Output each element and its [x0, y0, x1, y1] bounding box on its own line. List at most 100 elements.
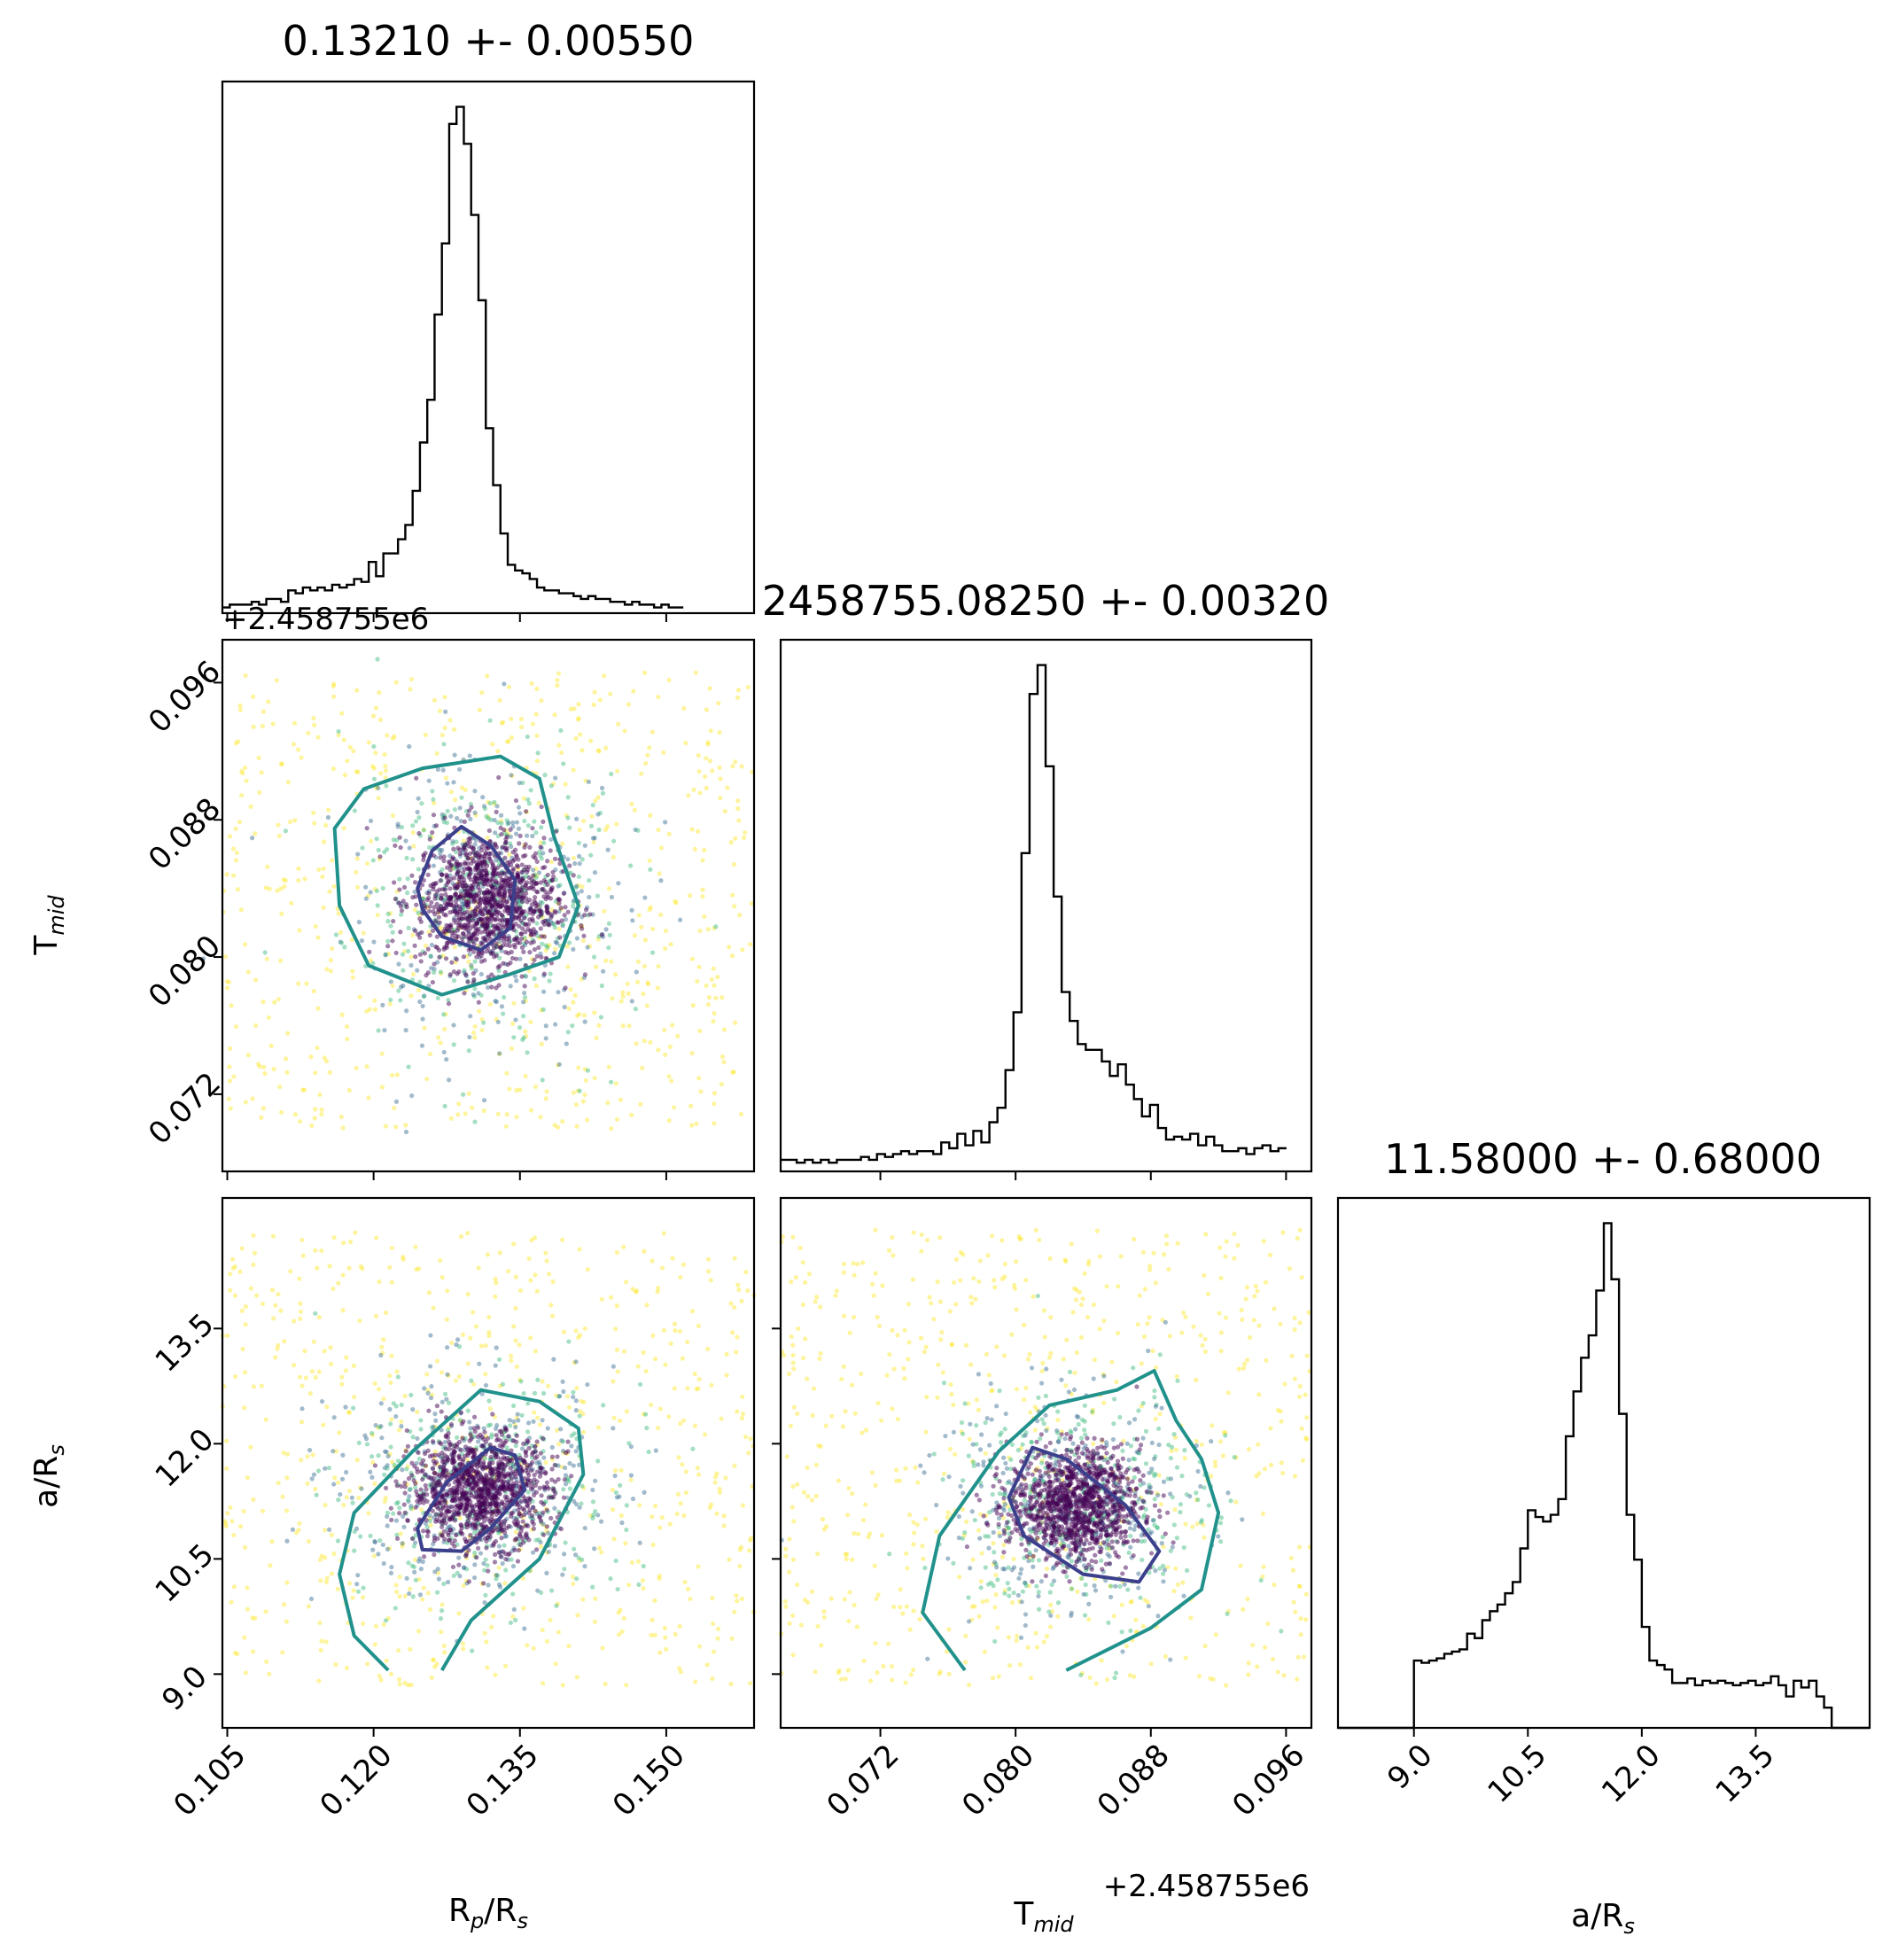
point	[432, 961, 437, 967]
point	[555, 1124, 561, 1130]
point	[532, 957, 537, 962]
point	[522, 984, 527, 989]
point	[335, 1480, 341, 1485]
point	[352, 1395, 357, 1400]
point	[393, 1583, 399, 1588]
point	[508, 984, 513, 989]
point	[385, 733, 390, 738]
point	[541, 840, 547, 845]
point	[328, 958, 333, 963]
point	[340, 1125, 346, 1131]
point	[439, 1602, 445, 1607]
point	[573, 1359, 579, 1365]
point	[532, 1410, 537, 1415]
point	[520, 1037, 525, 1042]
point	[520, 853, 526, 859]
point	[456, 1374, 462, 1380]
point	[430, 1466, 436, 1471]
point	[467, 1481, 472, 1487]
point	[609, 771, 614, 777]
point	[300, 1087, 306, 1093]
point	[533, 830, 539, 836]
point	[562, 1552, 567, 1557]
point	[432, 1552, 437, 1558]
point	[451, 846, 456, 852]
point	[533, 1084, 539, 1090]
point	[437, 954, 442, 960]
point	[228, 1106, 233, 1111]
point	[456, 1344, 463, 1349]
point	[694, 1121, 699, 1126]
point	[608, 1079, 614, 1085]
point	[617, 1494, 622, 1499]
point	[404, 1427, 409, 1434]
point	[230, 846, 237, 852]
point	[254, 1293, 260, 1298]
point	[595, 893, 601, 898]
point	[523, 974, 529, 979]
point	[579, 1501, 584, 1506]
point	[634, 979, 641, 984]
point	[248, 804, 253, 809]
point	[403, 902, 409, 907]
point	[366, 1095, 371, 1101]
point	[511, 1000, 517, 1006]
point	[443, 1011, 448, 1017]
point	[341, 1241, 346, 1246]
point	[486, 1423, 491, 1428]
point	[493, 1363, 498, 1368]
point	[488, 951, 494, 957]
point	[482, 937, 488, 943]
point	[361, 1621, 366, 1626]
point	[365, 860, 370, 867]
point	[601, 673, 607, 679]
point	[502, 828, 507, 833]
point	[577, 860, 582, 867]
point	[313, 1070, 318, 1076]
point	[313, 1248, 318, 1253]
point	[366, 740, 372, 745]
point	[510, 1563, 517, 1569]
point	[495, 1111, 501, 1116]
point	[392, 734, 397, 739]
point	[271, 1066, 276, 1072]
point	[491, 1501, 496, 1506]
point	[422, 993, 427, 999]
point	[385, 1510, 391, 1515]
point	[479, 917, 485, 922]
point	[494, 1345, 499, 1350]
point	[500, 880, 505, 885]
point	[242, 1544, 248, 1551]
point	[673, 898, 678, 904]
point	[271, 1316, 276, 1321]
point	[409, 873, 415, 878]
point	[603, 958, 609, 963]
point	[468, 914, 473, 919]
point	[401, 968, 406, 973]
point	[504, 818, 510, 823]
point	[721, 1523, 727, 1528]
point	[486, 1329, 492, 1335]
point	[714, 1511, 720, 1516]
point	[453, 1378, 458, 1383]
point	[696, 1076, 702, 1081]
point	[484, 949, 489, 954]
point	[274, 678, 279, 683]
point	[235, 887, 241, 892]
hist-a-rs-xtick-label: 10.5	[1481, 1738, 1553, 1810]
point	[304, 981, 309, 986]
point	[624, 1527, 629, 1533]
point	[372, 1381, 377, 1386]
point	[316, 1315, 322, 1320]
hist-tmid-frame	[779, 638, 1313, 1173]
point	[497, 963, 502, 968]
point	[576, 874, 581, 880]
point	[408, 993, 414, 999]
point	[273, 1355, 278, 1360]
point	[517, 956, 523, 961]
point	[522, 991, 527, 996]
point	[459, 924, 464, 929]
point	[501, 1011, 506, 1016]
point	[697, 790, 703, 796]
point	[494, 804, 500, 809]
